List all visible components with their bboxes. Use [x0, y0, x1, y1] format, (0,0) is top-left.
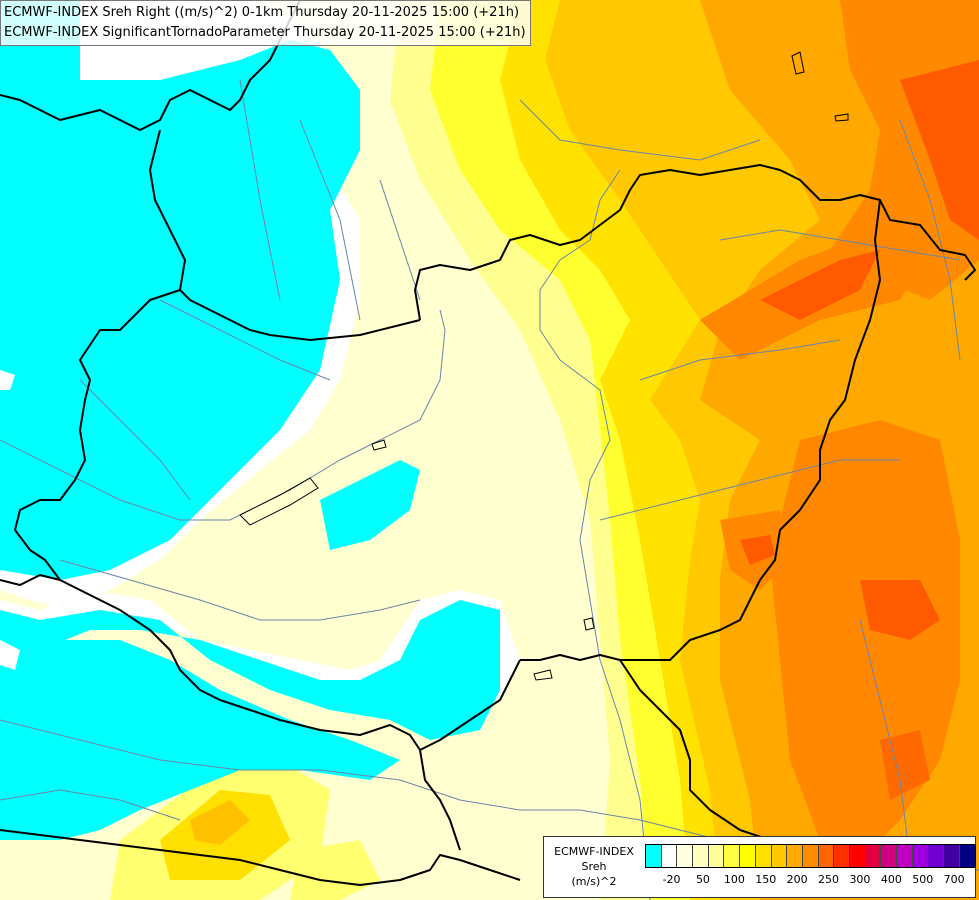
legend-tick-label: 250 — [818, 873, 840, 886]
rivers — [0, 79, 979, 900]
river-east-1 — [719, 229, 961, 261]
legend-tick-label: 400 — [880, 873, 902, 886]
lake-small-3 — [834, 113, 849, 122]
color-legend: ECMWF-INDEX Sreh (m/s)^2 -20 50 100 150 200 2… — [543, 836, 977, 898]
border-slovakia-austria — [149, 129, 421, 341]
legend-tick-label: -20 — [662, 873, 681, 886]
legend-tick-label: 200 — [786, 873, 808, 886]
legend-colorbar — [645, 844, 977, 868]
sreh-field-east — [390, 0, 979, 900]
river-sw — [0, 789, 181, 821]
river-mura — [79, 379, 191, 501]
river-danube — [0, 309, 446, 521]
legend-tick-label: 150 — [755, 873, 777, 886]
river-mures — [599, 459, 900, 521]
lake-small-4 — [583, 617, 595, 631]
river-olt — [859, 619, 911, 861]
border-hungary-croatia — [119, 609, 521, 751]
river-morava — [239, 79, 281, 301]
river-somes — [639, 339, 841, 381]
legend-swatch — [849, 845, 866, 867]
legend-swatch — [818, 845, 835, 867]
legend-tick-label: 50 — [695, 873, 710, 886]
legend-swatch — [865, 845, 882, 867]
legend-swatch — [802, 845, 819, 867]
legend-swatch — [959, 845, 976, 867]
legend-swatch — [834, 845, 850, 867]
legend-swatch — [724, 845, 741, 867]
border-serbia-romania — [619, 659, 801, 846]
map-title-line2: ECMWF-INDEX SignificantTornadoParameter … — [4, 25, 526, 40]
legend-parameter: Sreh — [581, 860, 607, 873]
lake-small-1 — [371, 439, 387, 451]
lakes — [239, 51, 849, 681]
legend-model: ECMWF-INDEX — [554, 845, 634, 858]
legend-tick-labels: -20 50 100 150 200 250 300 400 500 700 — [645, 873, 975, 889]
legend-swatch — [912, 845, 929, 867]
legend-unit: (m/s)^2 — [571, 875, 617, 888]
border-croatia-serbia — [419, 749, 461, 851]
legend-swatch — [771, 845, 788, 867]
map-title-line1: ECMWF-INDEX Sreh Right ((m/s)^2) 0-1km T… — [4, 5, 520, 20]
legend-swatch — [740, 845, 756, 867]
border-slovenia-croatia — [0, 574, 61, 586]
river-hron — [379, 179, 421, 301]
river-tisza — [539, 169, 651, 900]
river-raba — [159, 299, 331, 381]
legend-tick-label: 500 — [912, 873, 934, 886]
legend-tick-label: 100 — [723, 873, 745, 886]
border-czech-austria — [0, 0, 301, 131]
lake-balaton — [239, 477, 319, 526]
legend-swatch — [755, 845, 772, 867]
river-sava — [0, 719, 641, 821]
legend-swatch — [787, 845, 803, 867]
river-north — [519, 99, 761, 161]
river-drava — [59, 559, 421, 621]
legend-swatch — [677, 845, 694, 867]
border-slovakia-hungary — [414, 164, 976, 321]
legend-swatch — [928, 845, 945, 867]
legend-swatch — [693, 845, 709, 867]
border-hungary-romania — [520, 199, 881, 661]
border-croatia-bosnia — [0, 829, 521, 886]
legend-swatch — [661, 845, 678, 867]
border-austria-hungary — [14, 289, 181, 611]
legend-label: ECMWF-INDEX Sreh (m/s)^2 — [546, 844, 642, 889]
legend-tick-label: 300 — [849, 873, 871, 886]
legend-swatch — [944, 845, 960, 867]
legend-swatch — [708, 845, 725, 867]
map-title-box: ECMWF-INDEX Sreh Right ((m/s)^2) 0-1km T… — [0, 0, 531, 46]
sreh-field-southwest — [110, 760, 380, 900]
legend-swatch — [646, 845, 662, 867]
lake-small-5 — [533, 669, 553, 681]
lake-small-2 — [791, 51, 805, 75]
legend-tick-label: 700 — [943, 873, 965, 886]
legend-swatch — [881, 845, 897, 867]
river-prut — [899, 119, 961, 361]
river-vah — [299, 119, 361, 321]
legend-swatch — [897, 845, 913, 867]
